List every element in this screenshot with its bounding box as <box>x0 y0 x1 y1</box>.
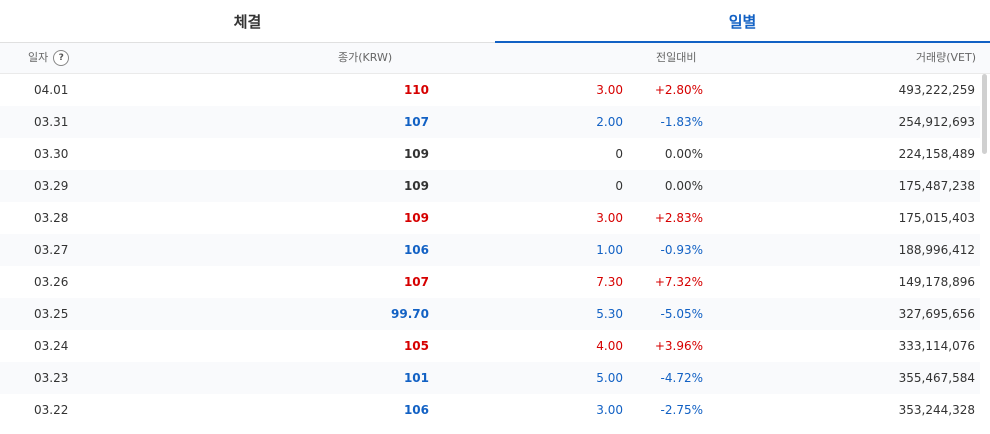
volume-cell: 224,158,489 <box>898 147 975 161</box>
date-cell: 03.27 <box>34 243 69 257</box>
close-price-cell: 109 <box>403 179 429 193</box>
scrollbar[interactable] <box>982 74 987 434</box>
date-cell: 03.29 <box>34 179 69 193</box>
help-icon[interactable]: ? <box>53 50 70 66</box>
change-rate-cell: -0.93% <box>660 243 703 257</box>
change-rate-cell: +7.32% <box>654 275 703 289</box>
close-price-cell: 99.70 <box>391 307 429 321</box>
volume-cell: 327,695,656 <box>898 307 975 321</box>
column-header-date-label: 일자 <box>28 51 49 64</box>
change-rate-cell: -1.83% <box>660 115 703 129</box>
change-amount-cell: 1.00 <box>596 243 623 257</box>
column-header-change: 전일대비 <box>656 51 697 64</box>
change-amount-cell: 7.30 <box>596 275 623 289</box>
daily-price-list: 04.01 110 3.00 +2.80% 493,222,259 03.31 107 2.0… <box>0 74 980 426</box>
table-row: 03.30 109 0 0.00% 224,158,489 <box>0 138 980 170</box>
date-cell: 03.22 <box>34 403 69 417</box>
table-row: 03.28 109 3.00 +2.83% 175,015,403 <box>0 202 980 234</box>
change-rate-cell: 0.00% <box>664 147 703 161</box>
table-row: 04.01 110 3.00 +2.80% 493,222,259 <box>0 74 980 106</box>
table-row: 03.22 106 3.00 -2.75% 353,244,328 <box>0 394 980 426</box>
change-amount-cell: 3.00 <box>596 83 623 97</box>
table-row: 03.27 106 1.00 -0.93% 188,996,412 <box>0 234 980 266</box>
volume-cell: 188,996,412 <box>898 243 975 257</box>
date-cell: 03.30 <box>34 147 69 161</box>
scrollbar-thumb[interactable] <box>982 74 987 154</box>
table-row: 03.25 99.70 5.30 -5.05% 327,695,656 <box>0 298 980 330</box>
volume-cell: 333,114,076 <box>898 339 975 353</box>
volume-cell: 175,015,403 <box>898 211 975 225</box>
close-price-cell: 101 <box>403 371 429 385</box>
close-price-cell: 109 <box>403 147 429 161</box>
table-row: 03.31 107 2.00 -1.83% 254,912,693 <box>0 106 980 138</box>
close-price-cell: 109 <box>403 211 429 225</box>
column-header-date: 일자 ? <box>28 43 70 73</box>
change-amount-cell: 3.00 <box>596 211 623 225</box>
volume-cell: 355,467,584 <box>898 371 975 385</box>
change-rate-cell: -2.75% <box>660 403 703 417</box>
table-row: 03.24 105 4.00 +3.96% 333,114,076 <box>0 330 980 362</box>
change-rate-cell: 0.00% <box>664 179 703 193</box>
date-cell: 03.28 <box>34 211 69 225</box>
volume-cell: 175,487,238 <box>898 179 975 193</box>
change-rate-cell: -5.05% <box>660 307 703 321</box>
change-rate-cell: +2.83% <box>654 211 703 225</box>
change-rate-cell: -4.72% <box>660 371 703 385</box>
table-row: 03.23 101 5.00 -4.72% 355,467,584 <box>0 362 980 394</box>
close-price-cell: 106 <box>403 243 429 257</box>
table-row: 03.26 107 7.30 +7.32% 149,178,896 <box>0 266 980 298</box>
change-amount-cell: 5.00 <box>596 371 623 385</box>
tab-trades[interactable]: 체결 <box>233 13 262 31</box>
close-price-cell: 106 <box>403 403 429 417</box>
date-cell: 03.31 <box>34 115 69 129</box>
volume-cell: 254,912,693 <box>898 115 975 129</box>
tab-bar: 체결 일별 <box>0 0 990 44</box>
close-price-cell: 107 <box>403 275 429 289</box>
change-amount-cell: 2.00 <box>596 115 623 129</box>
column-header-volume: 거래량(VET) <box>915 51 976 64</box>
change-rate-cell: +2.80% <box>654 83 703 97</box>
date-cell: 03.25 <box>34 307 69 321</box>
change-amount-cell: 5.30 <box>596 307 623 321</box>
change-amount-cell: 0 <box>615 147 623 161</box>
date-cell: 03.23 <box>34 371 69 385</box>
volume-cell: 149,178,896 <box>898 275 975 289</box>
volume-cell: 353,244,328 <box>898 403 975 417</box>
close-price-cell: 110 <box>403 83 429 97</box>
change-amount-cell: 0 <box>615 179 623 193</box>
volume-cell: 493,222,259 <box>898 83 975 97</box>
table-header: 일자 ? 종가(KRW) 전일대비 거래량(VET) <box>0 43 990 74</box>
table-row: 03.29 109 0 0.00% 175,487,238 <box>0 170 980 202</box>
date-cell: 03.26 <box>34 275 69 289</box>
column-header-close: 종가(KRW) <box>338 51 393 64</box>
close-price-cell: 107 <box>403 115 429 129</box>
close-price-cell: 105 <box>403 339 429 353</box>
change-rate-cell: +3.96% <box>654 339 703 353</box>
tab-daily[interactable]: 일별 <box>495 0 990 44</box>
change-amount-cell: 3.00 <box>596 403 623 417</box>
date-cell: 03.24 <box>34 339 69 353</box>
date-cell: 04.01 <box>34 83 69 97</box>
change-amount-cell: 4.00 <box>596 339 623 353</box>
